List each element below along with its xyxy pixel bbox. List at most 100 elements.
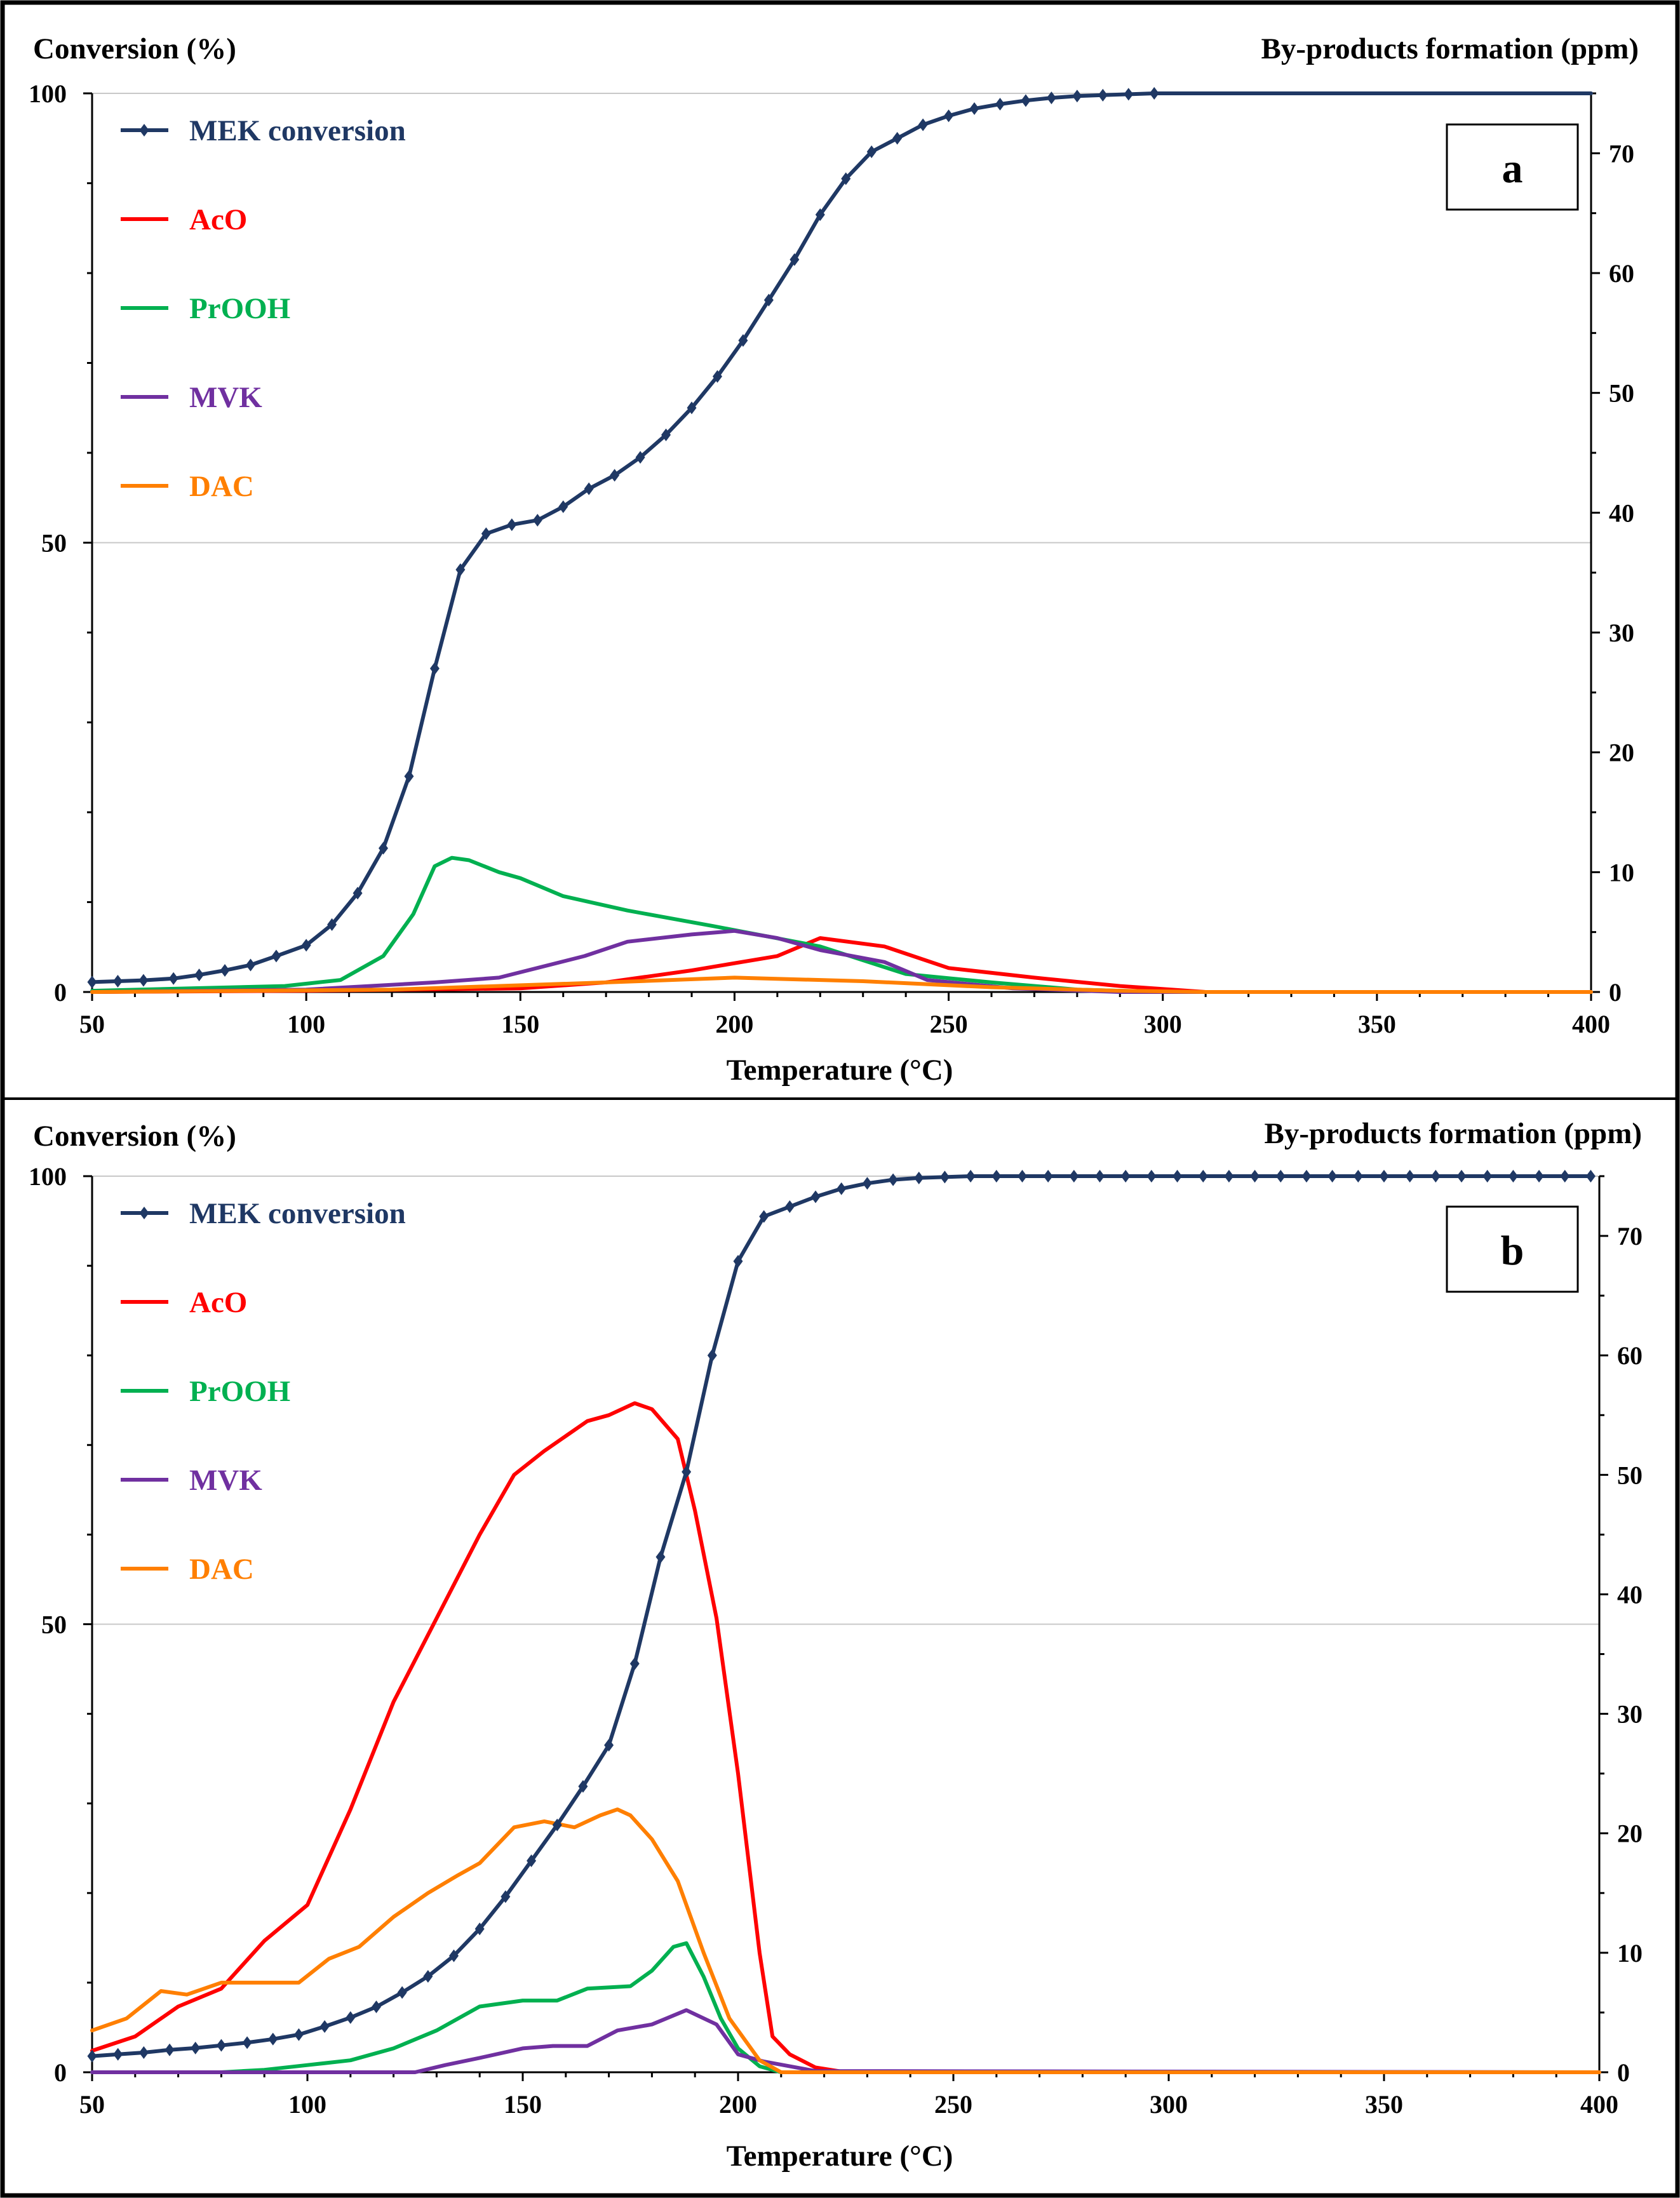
x-tick-label: 400 xyxy=(1580,2090,1618,2119)
y-tick-label-right: 0 xyxy=(1609,978,1622,1007)
legend-marker xyxy=(139,1207,149,1219)
legend-item-prooh: PrOOH xyxy=(121,1375,290,1408)
data-point xyxy=(759,1210,769,1223)
data-point xyxy=(1149,87,1159,100)
x-tick-label: 200 xyxy=(719,2090,757,2119)
legend-item-mek-conversion: MEK conversion xyxy=(121,1197,406,1230)
x-tick-label: 250 xyxy=(930,1010,968,1038)
plot-area: 0 50 100 0 10 20 30 40 50 60 70 50 100 150 200 250 300 35… xyxy=(29,1162,1643,2119)
y-tick-label-right: 50 xyxy=(1617,1461,1643,1489)
data-point xyxy=(216,2039,226,2052)
data-point xyxy=(635,451,645,464)
data-point xyxy=(1560,1170,1570,1183)
legend: MEK conversion AcO PrOOH MVK DAC xyxy=(121,114,406,503)
data-point xyxy=(1482,1170,1493,1183)
panel-label: b xyxy=(1501,1228,1524,1274)
data-point xyxy=(584,482,594,495)
data-point xyxy=(194,968,205,982)
data-point xyxy=(474,1922,485,1936)
data-point xyxy=(1379,1170,1389,1183)
data-point xyxy=(815,208,825,222)
data-point xyxy=(532,514,542,527)
data-point xyxy=(404,770,414,783)
data-point xyxy=(1072,90,1082,103)
y-tick-label-right: 10 xyxy=(1609,858,1634,887)
data-point xyxy=(87,2049,97,2063)
data-point xyxy=(1043,1170,1053,1183)
data-point xyxy=(939,1170,950,1184)
data-point xyxy=(429,662,440,675)
y-tick-label-left: 50 xyxy=(41,529,67,558)
legend-label: MEK conversion xyxy=(189,1197,406,1230)
data-point xyxy=(371,2000,381,2013)
data-point xyxy=(965,1170,976,1183)
series-line-dac xyxy=(90,975,1593,994)
data-point xyxy=(1585,1170,1596,1183)
data-point xyxy=(191,2041,201,2054)
data-point xyxy=(1120,1170,1131,1183)
legend-item-dac: DAC xyxy=(121,1553,254,1586)
legend-label: DAC xyxy=(189,1553,254,1586)
data-point xyxy=(655,1550,666,1564)
data-point xyxy=(1046,91,1056,105)
y-tick-label-right: 20 xyxy=(1617,1819,1643,1848)
data-point xyxy=(1017,1170,1027,1183)
x-tick-label: 200 xyxy=(715,1010,753,1038)
legend-item-mvk: MVK xyxy=(121,381,262,414)
plot-area: 0 50 100 0 10 20 30 40 50 60 70 50 100 150 200 250 300 35… xyxy=(29,79,1634,1038)
data-point xyxy=(245,958,255,972)
x-tick-label: 100 xyxy=(288,2090,326,2119)
data-point xyxy=(455,563,466,576)
data-point xyxy=(892,131,903,145)
data-point xyxy=(293,2028,304,2041)
y-tick-label-right: 30 xyxy=(1617,1700,1643,1729)
data-point xyxy=(888,1173,898,1186)
legend-item-aco: AcO xyxy=(121,203,247,236)
data-point xyxy=(346,2011,356,2024)
data-point xyxy=(918,118,928,131)
series-line-mvk xyxy=(90,2008,1601,2074)
data-point xyxy=(1069,1170,1079,1183)
data-point xyxy=(738,334,748,347)
y-tick-label-right: 40 xyxy=(1617,1580,1643,1609)
legend-item-aco: AcO xyxy=(121,1286,247,1319)
data-point xyxy=(578,1779,588,1793)
data-point xyxy=(1301,1170,1312,1183)
panel-a: 0 50 100 0 10 20 30 40 50 60 70 50 100 150 200 250 300 35… xyxy=(29,32,1639,1087)
data-point xyxy=(268,2032,278,2046)
data-point xyxy=(1275,1170,1286,1183)
data-point xyxy=(790,253,800,266)
data-point xyxy=(866,145,877,158)
data-point xyxy=(841,172,851,185)
data-point xyxy=(220,964,230,977)
legend-label: DAC xyxy=(189,470,254,503)
data-point xyxy=(527,1854,537,1868)
y-tick-label-right: 60 xyxy=(1617,1341,1643,1370)
legend-label: MVK xyxy=(189,381,262,414)
data-point xyxy=(784,1200,795,1213)
data-point xyxy=(87,975,97,989)
y-tick-label-right: 0 xyxy=(1617,2058,1630,2087)
x-tick-label: 350 xyxy=(1365,2090,1403,2119)
data-point xyxy=(1534,1170,1544,1183)
data-point xyxy=(862,1177,872,1190)
x-tick-label: 350 xyxy=(1358,1010,1396,1038)
y-tick-label-left: 100 xyxy=(29,79,67,108)
data-point xyxy=(507,518,517,532)
legend-label: AcO xyxy=(189,203,247,236)
data-point xyxy=(914,1171,924,1184)
y-tick-label-right: 60 xyxy=(1609,259,1634,288)
y-tick-label-right: 70 xyxy=(1609,139,1634,168)
panel-label: a xyxy=(1502,145,1523,192)
data-point xyxy=(687,401,697,415)
data-point xyxy=(1327,1170,1338,1183)
x-tick-label: 150 xyxy=(501,1010,539,1038)
series-line-mek-conversion xyxy=(90,91,1593,984)
data-point xyxy=(481,527,491,540)
legend-label: AcO xyxy=(189,1286,247,1319)
data-point xyxy=(397,1986,407,1999)
data-point xyxy=(353,887,363,900)
data-point xyxy=(837,1182,847,1195)
y-tick-label-right: 70 xyxy=(1617,1222,1643,1250)
